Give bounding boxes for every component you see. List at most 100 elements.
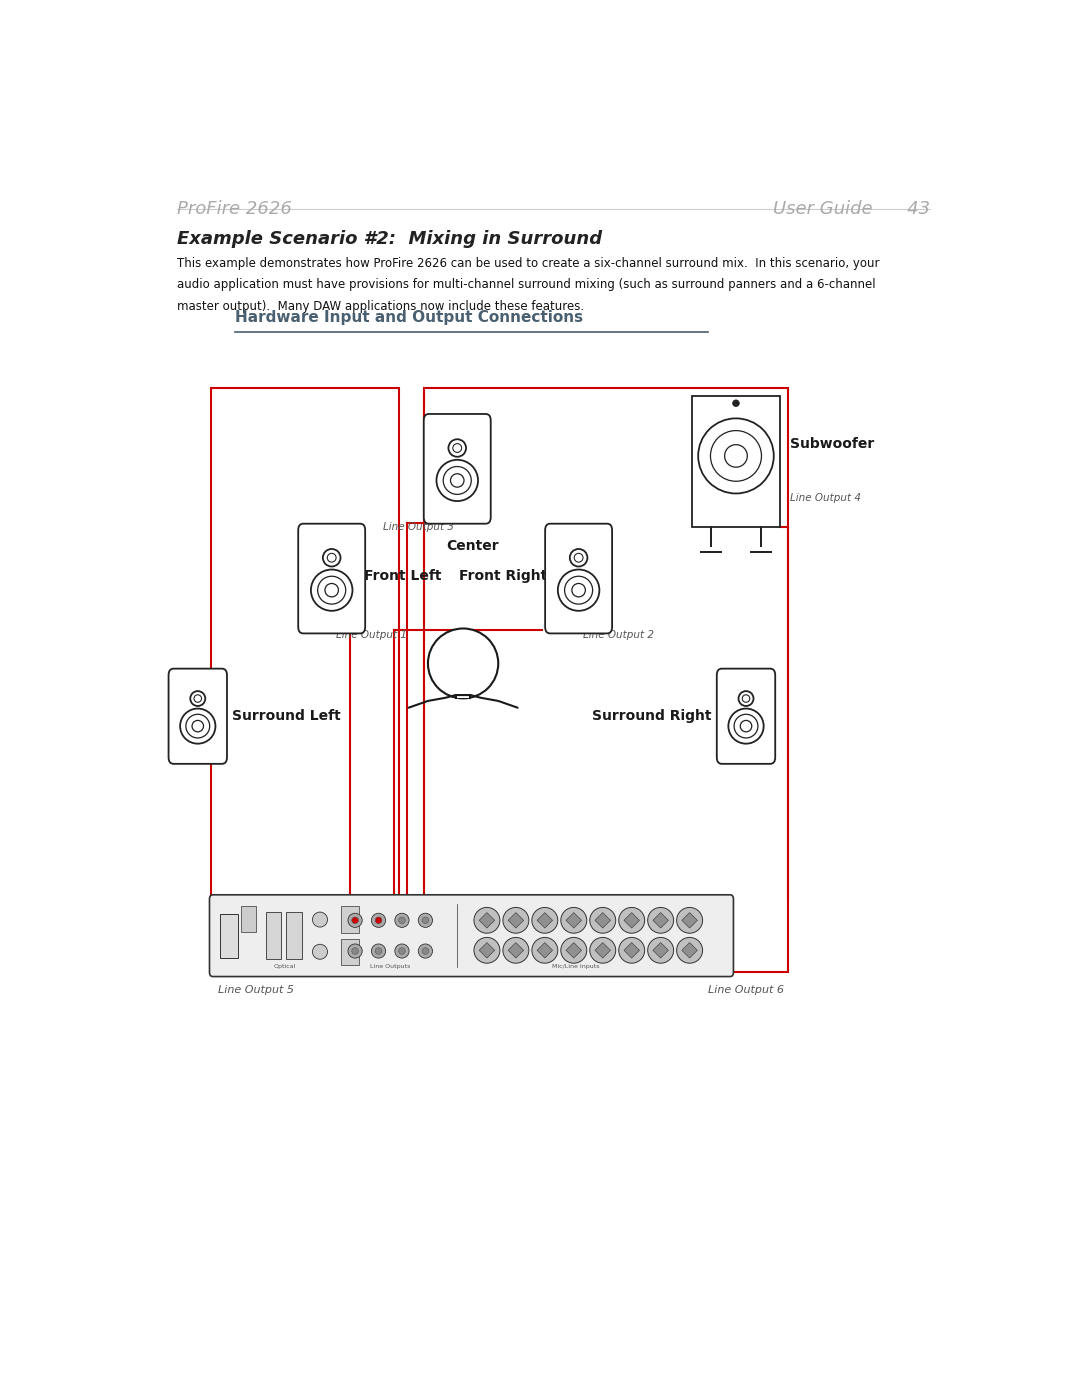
Ellipse shape — [395, 944, 409, 958]
Text: Surround Left: Surround Left — [232, 710, 341, 724]
Ellipse shape — [436, 460, 478, 502]
Ellipse shape — [428, 629, 498, 698]
Text: Line Output 1: Line Output 1 — [336, 630, 407, 640]
Bar — [219, 914, 238, 957]
FancyBboxPatch shape — [298, 524, 365, 633]
Polygon shape — [508, 943, 524, 958]
Ellipse shape — [711, 430, 761, 482]
Ellipse shape — [180, 708, 215, 743]
Text: ProFire 2626: ProFire 2626 — [177, 200, 292, 218]
Ellipse shape — [677, 937, 703, 963]
Ellipse shape — [734, 714, 758, 738]
FancyBboxPatch shape — [168, 669, 227, 764]
Text: Line Output 6: Line Output 6 — [707, 985, 784, 995]
Ellipse shape — [418, 914, 432, 928]
Polygon shape — [480, 912, 495, 928]
Bar — [241, 907, 256, 932]
Text: audio application must have provisions for multi-channel surround mixing (such a: audio application must have provisions f… — [177, 278, 876, 292]
Ellipse shape — [318, 576, 346, 604]
Text: Center: Center — [446, 539, 499, 553]
FancyBboxPatch shape — [423, 414, 490, 524]
Polygon shape — [681, 912, 698, 928]
Ellipse shape — [327, 553, 336, 562]
Ellipse shape — [570, 549, 588, 567]
Ellipse shape — [590, 908, 616, 933]
Ellipse shape — [740, 721, 752, 732]
FancyBboxPatch shape — [545, 524, 612, 633]
Bar — [341, 939, 360, 965]
Ellipse shape — [728, 708, 764, 743]
Ellipse shape — [395, 914, 409, 928]
Bar — [423, 388, 788, 972]
Polygon shape — [480, 943, 495, 958]
Ellipse shape — [474, 937, 500, 963]
Ellipse shape — [739, 692, 754, 705]
Ellipse shape — [422, 916, 429, 923]
Ellipse shape — [742, 694, 750, 703]
Text: Surround Right: Surround Right — [592, 710, 712, 724]
Ellipse shape — [352, 916, 359, 923]
Ellipse shape — [561, 908, 586, 933]
Ellipse shape — [352, 947, 359, 954]
Text: Front Left: Front Left — [364, 570, 441, 584]
Bar — [266, 912, 281, 960]
Text: Subwoofer: Subwoofer — [789, 437, 874, 451]
Ellipse shape — [725, 444, 747, 467]
Polygon shape — [508, 912, 524, 928]
Text: Front Right: Front Right — [459, 570, 546, 584]
Ellipse shape — [448, 439, 467, 457]
Ellipse shape — [648, 937, 674, 963]
Ellipse shape — [565, 576, 593, 604]
Ellipse shape — [531, 908, 557, 933]
Ellipse shape — [450, 474, 464, 488]
Text: This example demonstrates how ProFire 2626 can be used to create a six-channel s: This example demonstrates how ProFire 26… — [177, 257, 879, 270]
Ellipse shape — [194, 694, 202, 703]
Bar — [212, 388, 399, 972]
Ellipse shape — [186, 714, 210, 738]
Polygon shape — [681, 943, 698, 958]
Ellipse shape — [422, 947, 429, 954]
Polygon shape — [595, 912, 610, 928]
Ellipse shape — [312, 912, 327, 928]
Ellipse shape — [399, 947, 405, 954]
Ellipse shape — [590, 937, 616, 963]
FancyBboxPatch shape — [210, 895, 733, 977]
Polygon shape — [537, 943, 553, 958]
Ellipse shape — [399, 916, 405, 923]
Bar — [456, 696, 471, 698]
Ellipse shape — [531, 937, 557, 963]
Ellipse shape — [619, 908, 645, 933]
Polygon shape — [537, 912, 553, 928]
Bar — [341, 907, 360, 933]
Text: Hardware Input and Output Connections: Hardware Input and Output Connections — [235, 310, 583, 324]
Text: Line Output 2: Line Output 2 — [583, 630, 653, 640]
Ellipse shape — [323, 549, 340, 567]
Ellipse shape — [453, 444, 461, 453]
Ellipse shape — [732, 400, 740, 407]
Text: Mic/Line Inputs: Mic/Line Inputs — [552, 964, 599, 970]
Polygon shape — [653, 912, 669, 928]
Ellipse shape — [348, 944, 362, 958]
Polygon shape — [653, 943, 669, 958]
Polygon shape — [624, 943, 639, 958]
Polygon shape — [566, 912, 581, 928]
Ellipse shape — [312, 944, 327, 960]
Ellipse shape — [375, 947, 382, 954]
Ellipse shape — [372, 944, 386, 958]
Ellipse shape — [575, 553, 583, 562]
FancyBboxPatch shape — [717, 669, 775, 764]
Polygon shape — [566, 943, 581, 958]
Ellipse shape — [192, 721, 203, 732]
Ellipse shape — [474, 908, 500, 933]
Ellipse shape — [375, 916, 382, 923]
Text: master output).  Many DAW applications now include these features.: master output). Many DAW applications no… — [177, 300, 584, 313]
Ellipse shape — [571, 584, 585, 597]
Text: Line Outputs: Line Outputs — [370, 964, 410, 970]
Ellipse shape — [190, 692, 205, 705]
Ellipse shape — [619, 937, 645, 963]
Ellipse shape — [677, 908, 703, 933]
Text: Line Output 3: Line Output 3 — [383, 521, 455, 531]
Ellipse shape — [325, 584, 338, 597]
Ellipse shape — [503, 937, 529, 963]
Ellipse shape — [311, 570, 352, 610]
